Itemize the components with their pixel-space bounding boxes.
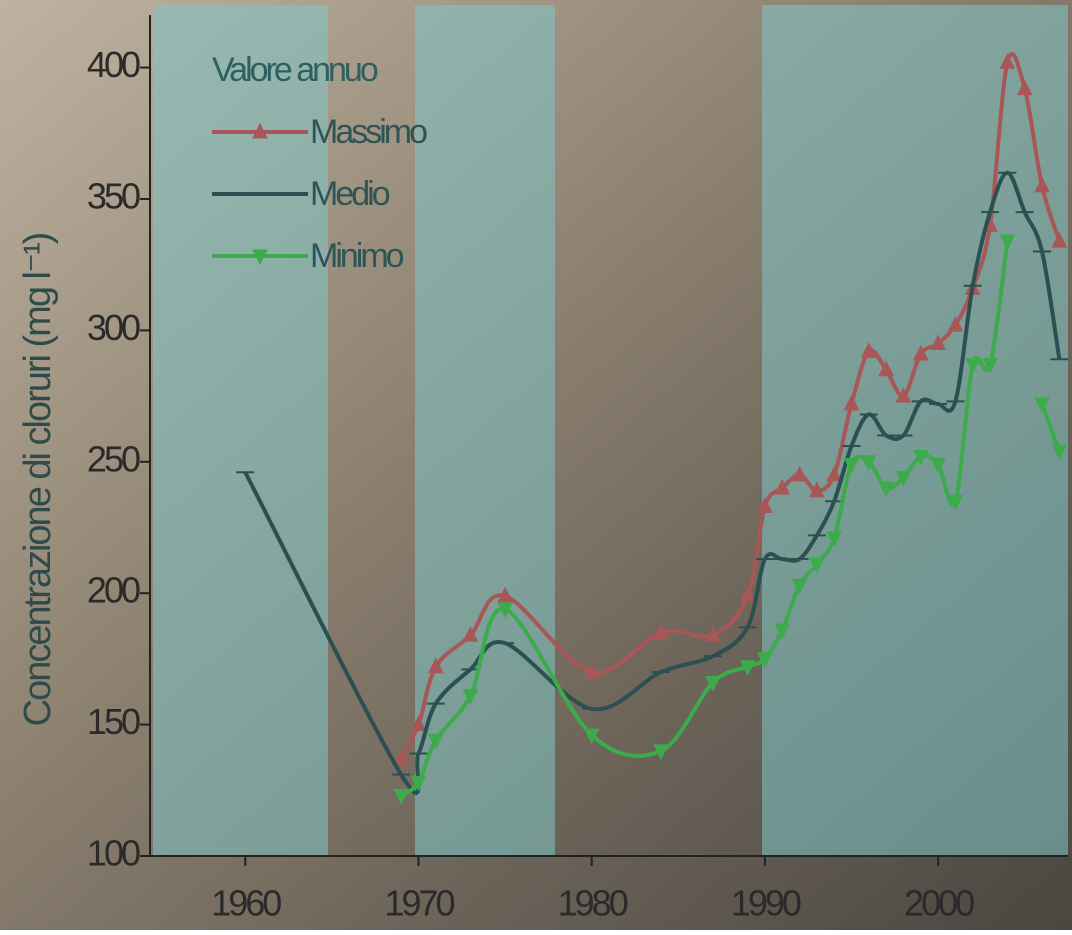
- marker: [947, 316, 964, 332]
- y-tick-label: 350: [87, 175, 140, 216]
- marker: [393, 789, 409, 805]
- marker: [427, 733, 444, 750]
- marker: [861, 342, 877, 358]
- marker: [583, 662, 600, 679]
- legend-label: Massimo: [310, 113, 427, 151]
- marker: [757, 497, 773, 513]
- y-tick-label: 300: [87, 307, 140, 348]
- marker: [705, 626, 721, 642]
- marker: [739, 660, 756, 676]
- x-tick-label: 1980: [558, 883, 628, 924]
- y-tick-label: 100: [87, 833, 140, 874]
- marker: [809, 481, 825, 498]
- marker: [809, 557, 825, 574]
- marker: [653, 744, 669, 760]
- marker: [462, 689, 479, 705]
- marker: [843, 394, 860, 411]
- marker: [878, 360, 894, 377]
- marker: [999, 53, 1016, 69]
- marker: [252, 249, 268, 266]
- marker: [774, 623, 791, 640]
- marker: [826, 465, 842, 482]
- marker: [1034, 397, 1050, 414]
- marker: [912, 344, 929, 361]
- legend-title: Valore annuo: [212, 51, 378, 89]
- shaded-band: [153, 5, 328, 855]
- marker: [930, 457, 946, 474]
- shaded-band: [762, 5, 1068, 855]
- marker: [791, 578, 808, 595]
- marker: [497, 586, 513, 603]
- marker: [947, 494, 964, 511]
- x-tick-label: 1990: [731, 883, 801, 924]
- marker: [427, 657, 444, 674]
- marker: [653, 623, 669, 640]
- marker: [410, 715, 427, 732]
- marker: [982, 358, 998, 374]
- x-tick-label: 1970: [384, 883, 454, 924]
- marker: [1016, 79, 1033, 96]
- marker: [843, 457, 860, 474]
- x-tick-label: 2000: [904, 883, 974, 924]
- marker: [895, 471, 912, 487]
- y-tick-label: 400: [87, 44, 140, 85]
- marker: [895, 386, 912, 403]
- marker: [826, 531, 842, 548]
- marker: [861, 455, 877, 471]
- marker: [878, 481, 894, 498]
- y-tick-label: 200: [87, 570, 140, 611]
- marker: [999, 234, 1016, 251]
- series-line: [243, 170, 1062, 795]
- marker: [1051, 444, 1068, 461]
- marker: [739, 586, 756, 603]
- shaded-band: [415, 5, 555, 855]
- y-tick-label: 250: [87, 438, 140, 479]
- y-tick-label: 150: [87, 701, 140, 742]
- marker: [774, 478, 791, 495]
- marker: [930, 334, 946, 351]
- marker: [705, 676, 721, 692]
- marker: [583, 728, 600, 745]
- marker: [1051, 231, 1068, 248]
- y-axis-label: Concentrazione di cloruri (mg l⁻¹): [17, 233, 59, 726]
- marker: [964, 358, 981, 374]
- marker: [252, 122, 268, 139]
- marker: [410, 775, 427, 792]
- legend-label: Minimo: [310, 237, 404, 275]
- marker: [912, 450, 929, 466]
- legend-label: Medio: [310, 175, 390, 213]
- marker: [462, 626, 479, 642]
- marker: [757, 652, 773, 669]
- marker: [393, 749, 409, 766]
- marker: [1034, 176, 1050, 193]
- marker: [497, 602, 513, 619]
- x-tick-label: 1960: [211, 883, 281, 924]
- marker: [791, 465, 808, 482]
